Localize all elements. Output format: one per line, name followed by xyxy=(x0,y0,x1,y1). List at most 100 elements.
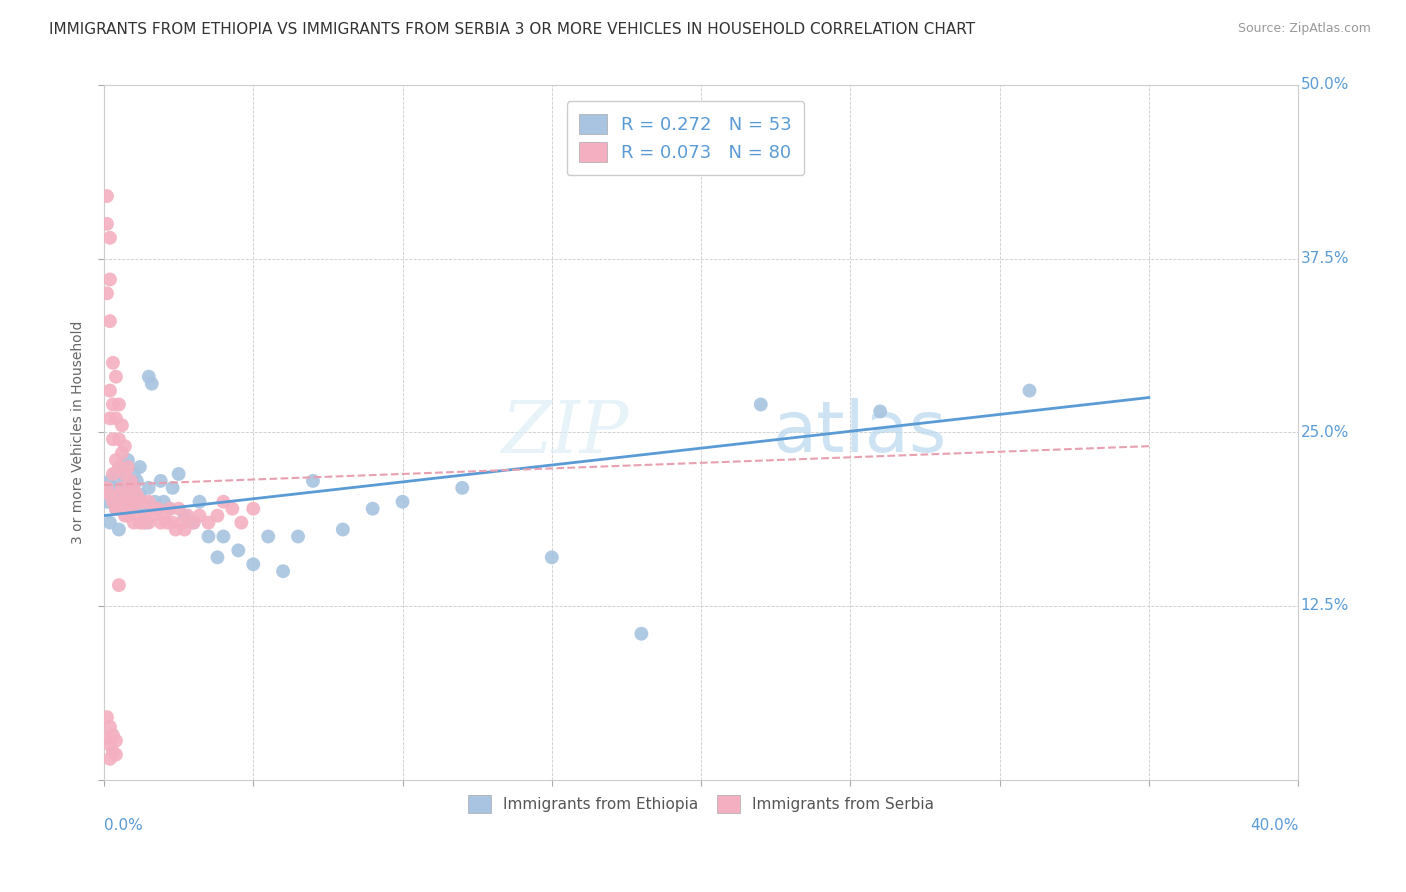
Point xyxy=(111,418,134,433)
Point xyxy=(228,543,250,558)
Point xyxy=(98,272,121,286)
Text: Source: ZipAtlas.com: Source: ZipAtlas.com xyxy=(1237,22,1371,36)
Point xyxy=(128,495,150,509)
Point xyxy=(212,495,235,509)
Point xyxy=(104,453,127,467)
Text: 0.0%: 0.0% xyxy=(104,818,143,833)
Point xyxy=(540,550,562,565)
Point xyxy=(98,720,121,734)
Text: 25.0%: 25.0% xyxy=(1301,425,1348,440)
Point xyxy=(96,189,118,203)
Point xyxy=(108,432,131,446)
Point xyxy=(242,501,264,516)
Point xyxy=(98,488,121,502)
Point xyxy=(132,495,155,509)
Point xyxy=(111,446,134,460)
Point xyxy=(128,516,150,530)
Point xyxy=(122,495,145,509)
Point xyxy=(101,745,124,759)
Point xyxy=(138,495,160,509)
Point xyxy=(132,516,155,530)
Point xyxy=(104,501,127,516)
Point xyxy=(96,481,118,495)
Point xyxy=(122,495,145,509)
Point xyxy=(271,564,294,578)
Point xyxy=(98,474,121,488)
Point xyxy=(152,495,174,509)
Point xyxy=(146,501,169,516)
Point xyxy=(108,578,131,592)
Text: 12.5%: 12.5% xyxy=(1301,599,1348,614)
Point xyxy=(114,495,136,509)
Point xyxy=(162,516,184,530)
Point xyxy=(111,501,134,516)
Point xyxy=(188,495,211,509)
Point xyxy=(149,516,172,530)
Point xyxy=(146,501,169,516)
Point xyxy=(108,523,131,537)
Point xyxy=(173,523,195,537)
Point xyxy=(108,501,131,516)
Point xyxy=(108,481,131,495)
Point xyxy=(120,481,142,495)
Point xyxy=(108,488,131,502)
Point xyxy=(114,439,136,453)
Point xyxy=(135,516,157,530)
Point xyxy=(242,558,264,572)
Point xyxy=(96,217,118,231)
Point xyxy=(96,495,118,509)
Point xyxy=(104,501,127,516)
Point xyxy=(104,369,127,384)
Point xyxy=(117,460,139,475)
Point xyxy=(117,453,139,467)
Point xyxy=(120,501,142,516)
Point xyxy=(630,626,652,640)
Text: atlas: atlas xyxy=(773,398,948,467)
Point xyxy=(159,501,181,516)
Point xyxy=(98,231,121,245)
Point xyxy=(122,481,145,495)
Point xyxy=(101,495,124,509)
Point xyxy=(128,488,150,502)
Point xyxy=(117,508,139,523)
Point xyxy=(207,508,229,523)
Point xyxy=(96,731,118,745)
Point xyxy=(101,356,124,370)
Point xyxy=(138,481,160,495)
Point xyxy=(149,474,172,488)
Point xyxy=(183,516,205,530)
Point xyxy=(165,523,187,537)
Point xyxy=(156,516,179,530)
Point xyxy=(125,474,148,488)
Point xyxy=(98,384,121,398)
Point xyxy=(101,728,124,742)
Point xyxy=(141,508,163,523)
Point xyxy=(152,508,174,523)
Point xyxy=(197,516,219,530)
Text: 40.0%: 40.0% xyxy=(1250,818,1298,833)
Point xyxy=(98,738,121,752)
Point xyxy=(1018,384,1040,398)
Point xyxy=(332,523,354,537)
Point xyxy=(162,481,184,495)
Point xyxy=(111,488,134,502)
Point xyxy=(167,501,190,516)
Point xyxy=(135,508,157,523)
Point xyxy=(128,460,150,475)
Point xyxy=(173,508,195,523)
Point xyxy=(114,467,136,481)
Point xyxy=(98,314,121,328)
Point xyxy=(176,508,198,523)
Point xyxy=(125,488,148,502)
Point xyxy=(132,501,155,516)
Text: IMMIGRANTS FROM ETHIOPIA VS IMMIGRANTS FROM SERBIA 3 OR MORE VEHICLES IN HOUSEHO: IMMIGRANTS FROM ETHIOPIA VS IMMIGRANTS F… xyxy=(49,22,976,37)
Point xyxy=(159,501,181,516)
Point xyxy=(749,397,772,411)
Point xyxy=(108,397,131,411)
Point xyxy=(287,529,309,543)
Point xyxy=(212,529,235,543)
Point xyxy=(101,481,124,495)
Text: 37.5%: 37.5% xyxy=(1301,252,1348,266)
Point xyxy=(221,501,243,516)
Point xyxy=(104,747,127,762)
